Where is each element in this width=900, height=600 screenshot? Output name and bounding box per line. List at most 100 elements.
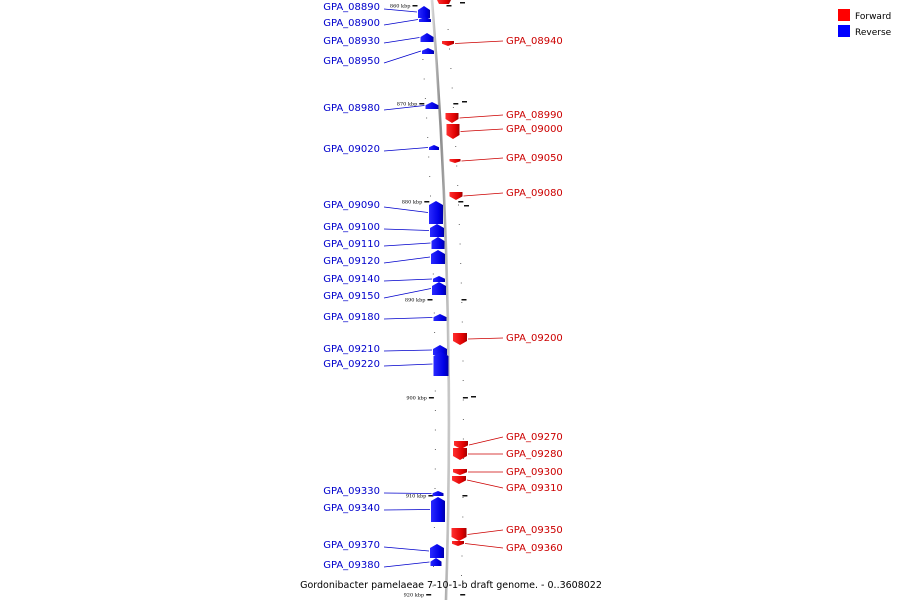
axis-dot <box>422 59 424 60</box>
gene-label-reverse: GPA_09110 <box>323 239 380 250</box>
axis-dot <box>458 224 460 225</box>
legend: Forward Reverse <box>838 9 892 38</box>
gene-leader-line <box>383 242 431 247</box>
gene-label-reverse: GPA_09140 <box>323 274 380 285</box>
gene-reverse-glyph <box>418 6 430 18</box>
axis-dot <box>457 185 459 186</box>
gene-leader-line <box>383 288 432 299</box>
gene-reverse-glyph <box>420 33 434 42</box>
gene-label-forward: GPA_08990 <box>506 110 563 121</box>
gene-leader-line <box>383 19 419 26</box>
gene-leader-line <box>383 206 429 213</box>
gene-label-reverse: GPA_08890 <box>323 2 380 13</box>
gene-leader-line <box>459 114 504 119</box>
axis-dot <box>427 137 429 138</box>
gene-glyphs <box>418 0 468 566</box>
axis-dot <box>459 243 461 245</box>
gene-reverse-glyph <box>430 544 444 558</box>
gene-label-forward: GPA_09300 <box>506 467 563 478</box>
axis-major-ticks: 860 kbp 870 kbp 880 kbp 890 kbp 900 kbp 910 k… <box>390 2 476 599</box>
axis-tick-label: 920 kbp <box>404 593 425 599</box>
gene-reverse-glyph <box>429 145 439 150</box>
axis-dot <box>461 555 463 557</box>
axis-dot <box>447 29 449 30</box>
axis-dot <box>462 458 464 459</box>
axis-tick-label: 870 kbp <box>397 102 418 108</box>
gene-reverse-glyph <box>431 237 445 249</box>
gene-reverse-glyph <box>432 491 444 496</box>
gene-forward-glyph <box>453 448 467 460</box>
gene-label-forward: GPA_08940 <box>506 36 563 47</box>
gene-reverse-glyph <box>431 497 445 522</box>
axis-tick-mark <box>453 103 459 105</box>
axis-tick-mark <box>460 594 466 596</box>
axis-tick-mark <box>464 205 469 207</box>
gene-reverse-glyph <box>433 314 447 321</box>
gene-forward-glyph <box>452 541 464 546</box>
axis-dot <box>460 282 462 284</box>
gene-label-reverse: GPA_09090 <box>323 200 380 211</box>
axis-tick-mark <box>427 299 433 301</box>
axis-dot <box>462 399 464 401</box>
axis-dot <box>424 98 426 99</box>
gene-labels: GPA_08890 GPA_08900 GPA_08930 GPA_08950 GPA_… <box>323 2 563 571</box>
gene-label-reverse: GPA_09370 <box>323 540 380 551</box>
axis-tick-mark <box>461 299 467 301</box>
gene-leader-line <box>383 8 418 13</box>
gene-reverse-glyph <box>432 282 446 295</box>
axis-dot <box>433 527 435 528</box>
axis-tick-label: 890 kbp <box>405 298 426 304</box>
axis-dot <box>430 195 431 197</box>
gene-leader-line <box>383 317 433 320</box>
gene-leader-line <box>454 40 504 44</box>
gene-forward-glyph <box>452 476 466 484</box>
axis-dot <box>434 468 436 470</box>
gene-label-reverse: GPA_09220 <box>323 359 380 370</box>
axis-tick-mark <box>428 495 434 497</box>
gene-forward-glyph <box>437 0 451 4</box>
gene-label-reverse: GPA_09330 <box>323 486 380 497</box>
axis-tick-mark <box>462 101 467 103</box>
axis-dot <box>433 312 435 314</box>
legend-reverse-label: Reverse <box>855 28 892 38</box>
axis-dot <box>434 410 436 411</box>
axis-tick-label: 910 kbp <box>406 494 427 500</box>
gene-label-reverse: GPA_09120 <box>323 256 380 267</box>
axis-tick-mark <box>462 495 468 497</box>
axis-tick-mark <box>462 397 468 399</box>
genome-caption: Gordonibacter pamelaeae 7-10-1-b draft g… <box>300 580 602 591</box>
legend-forward-label: Forward <box>855 12 891 22</box>
gene-forward-glyph <box>445 113 459 123</box>
gene-leader-line <box>383 546 430 552</box>
axis-dot <box>462 380 464 381</box>
axis-dot <box>434 332 436 333</box>
gene-reverse-glyph <box>429 201 443 224</box>
axis-tick-mark <box>471 396 476 398</box>
gene-reverse-glyph <box>419 17 431 22</box>
gene-reverse-glyph <box>430 224 444 237</box>
gene-label-reverse: GPA_09380 <box>323 560 380 571</box>
gene-leader-line <box>460 128 504 132</box>
gene-forward-glyph <box>449 159 461 163</box>
axis-dot <box>462 360 464 362</box>
axis-dot <box>461 321 463 323</box>
axis-dot <box>452 107 454 108</box>
gene-forward-glyph <box>449 192 463 200</box>
gene-label-reverse: GPA_09340 <box>323 503 380 514</box>
gene-leader-line <box>466 479 504 489</box>
gene-label-forward: GPA_09310 <box>506 483 563 494</box>
gene-leader-lines <box>383 8 504 568</box>
gene-label-forward: GPA_09280 <box>506 449 563 460</box>
axis-dot <box>426 117 428 119</box>
gene-leader-line <box>383 147 429 152</box>
axis-tick-label: 860 kbp <box>390 4 411 10</box>
axis-dot <box>462 497 464 498</box>
gene-forward-glyph <box>451 528 467 541</box>
axis-dot <box>450 68 452 69</box>
axis-dot <box>428 156 430 158</box>
gene-label-reverse: GPA_09150 <box>323 291 380 302</box>
gene-leader-line <box>383 349 433 352</box>
gene-forward-glyph <box>454 441 468 449</box>
gene-leader-line <box>383 363 433 367</box>
gene-reverse-glyph <box>433 345 447 355</box>
